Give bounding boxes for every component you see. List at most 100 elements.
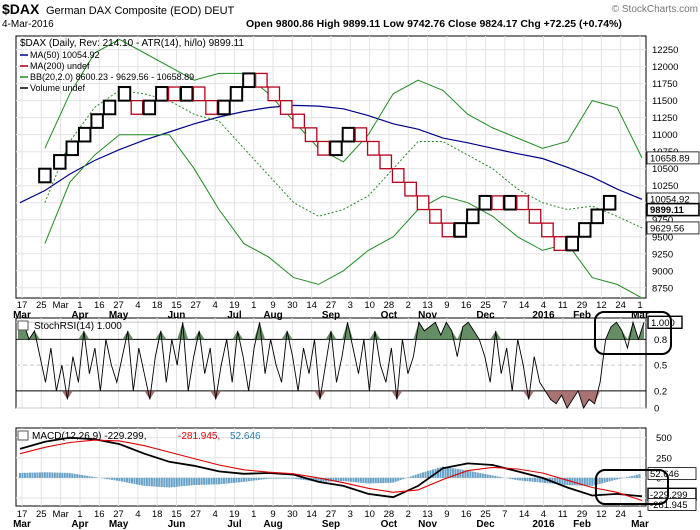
macd-histogram-bar (215, 477, 218, 485)
macd-histogram-bar (183, 477, 186, 487)
macd-legend: MACD(12,26,9) -229.299, -281.945, 52.646 (17, 430, 261, 442)
macd-histogram-bar (275, 477, 278, 479)
vertical-gridlines (21, 36, 641, 298)
macd-histogram-bar (521, 477, 524, 481)
macd-histogram-bar (158, 477, 161, 487)
stochrsi-legend-swatch (17, 320, 29, 331)
macd-histogram-bar (322, 477, 325, 482)
renko-down-brick (541, 222, 554, 238)
macd-histogram-bar (359, 477, 362, 483)
month-label: Oct (381, 310, 398, 321)
macd-highlight-box (595, 469, 669, 505)
macd-histogram-bar (451, 468, 454, 478)
macd-histogram-bar (260, 477, 263, 480)
macd-histogram-bar (138, 477, 141, 485)
macd-histogram-bar (160, 477, 163, 488)
month-label: May (109, 519, 129, 530)
month-label: Aug (263, 310, 282, 321)
date-tick-label: 19 (229, 509, 240, 520)
macd-histogram-bar (524, 477, 527, 481)
date-tick-label: 17 (17, 509, 28, 520)
macd-histogram-bar (461, 469, 464, 478)
macd-histogram-bar (56, 472, 59, 478)
macd-histogram-bar (23, 472, 26, 478)
macd-histogram-bar (38, 472, 41, 478)
renko-down-brick (429, 208, 442, 224)
macd-histogram-bar (88, 476, 91, 478)
macd-histogram (19, 466, 641, 488)
macd-histogram-bar (529, 477, 532, 482)
macd-histogram-bar (337, 477, 340, 482)
renko-up-brick (90, 113, 104, 129)
macd-histogram-bar (367, 477, 370, 484)
month-label: May (109, 310, 129, 321)
legend-label: MA(50) 10054.92 (30, 50, 100, 60)
date-tick-label: 9 (270, 509, 275, 520)
macd-histogram-bar (379, 477, 382, 484)
macd-histogram-bar (21, 472, 24, 478)
macd-signal-line (19, 439, 643, 502)
macd-histogram-bar (479, 473, 482, 478)
macd-histogram-bar (561, 477, 564, 485)
macd-histogram-bar (491, 475, 494, 478)
date-tick-label: 3 (348, 300, 353, 311)
macd-histogram-bar (511, 477, 514, 480)
renko-down-brick (366, 140, 380, 156)
macd-histogram-bar (225, 477, 228, 484)
macd-histogram-bar (372, 477, 375, 484)
macd-histogram-bar (247, 477, 250, 482)
stochrsi-highlight-box (594, 311, 672, 355)
month-label: Feb (573, 519, 591, 530)
macd-histogram-bar (464, 470, 467, 478)
macd-histogram-bar (399, 477, 402, 481)
macd-histogram-bar (93, 477, 96, 478)
macd-histogram-bar (43, 472, 46, 478)
date-tick-label: 27 (191, 300, 202, 311)
date-tick-label: 25 (480, 300, 491, 311)
macd-histogram-bar (588, 477, 591, 486)
date-tick-label: 4 (541, 300, 546, 311)
date-tick-label: 11 (558, 300, 568, 311)
macd-histogram-bar (292, 477, 295, 479)
macd-histogram-bar (566, 477, 569, 486)
macd-histogram-bar (143, 477, 146, 486)
macd-histogram-bar (86, 475, 89, 478)
legend-label: Volume undef (30, 83, 86, 93)
macd-badge-label: -281.945 (650, 500, 688, 511)
macd-histogram-bar (282, 477, 285, 479)
macd-histogram-bar (280, 477, 283, 479)
macd-histogram-bar (190, 477, 193, 486)
series-bb-middle (44, 89, 643, 229)
date-tick-label: 13 (422, 509, 433, 520)
month-label: Apr (71, 310, 88, 321)
macd-histogram-bar (414, 474, 417, 478)
price-tick-label: 10500 (652, 164, 678, 175)
macd-histogram-bar (538, 477, 541, 483)
renko-up-brick (142, 99, 157, 116)
macd-histogram-bar (581, 477, 584, 486)
macd-histogram-bar (315, 477, 318, 482)
month-label: 2016 (532, 519, 555, 530)
macd-histogram-bar (200, 477, 203, 485)
month-label: Jun (168, 310, 186, 321)
macd-histogram-bar (302, 477, 305, 480)
macd-histogram-bar (153, 477, 156, 487)
macd-histogram-bar (240, 477, 243, 483)
price-badge-label: 10658.89 (650, 153, 690, 164)
date-tick-label: 11 (558, 509, 568, 520)
macd-histogram-bar (195, 477, 198, 486)
date-tick-label: Mar (52, 509, 68, 520)
date-tick-label: 7 (502, 300, 507, 311)
macd-histogram-bar (19, 473, 21, 478)
date-tick-label: 1 (77, 300, 82, 311)
macd-histogram-bar (230, 477, 233, 484)
macd-histogram-bar (218, 477, 221, 485)
macd-histogram-bar (613, 477, 616, 481)
date-tick-label: 9 (444, 509, 449, 520)
date-tick-label: 27 (326, 509, 337, 520)
macd-histogram-bar (81, 475, 84, 478)
renko-down-brick (130, 99, 144, 115)
renko-down-brick (553, 236, 567, 252)
macd-histogram-bar (449, 467, 452, 478)
